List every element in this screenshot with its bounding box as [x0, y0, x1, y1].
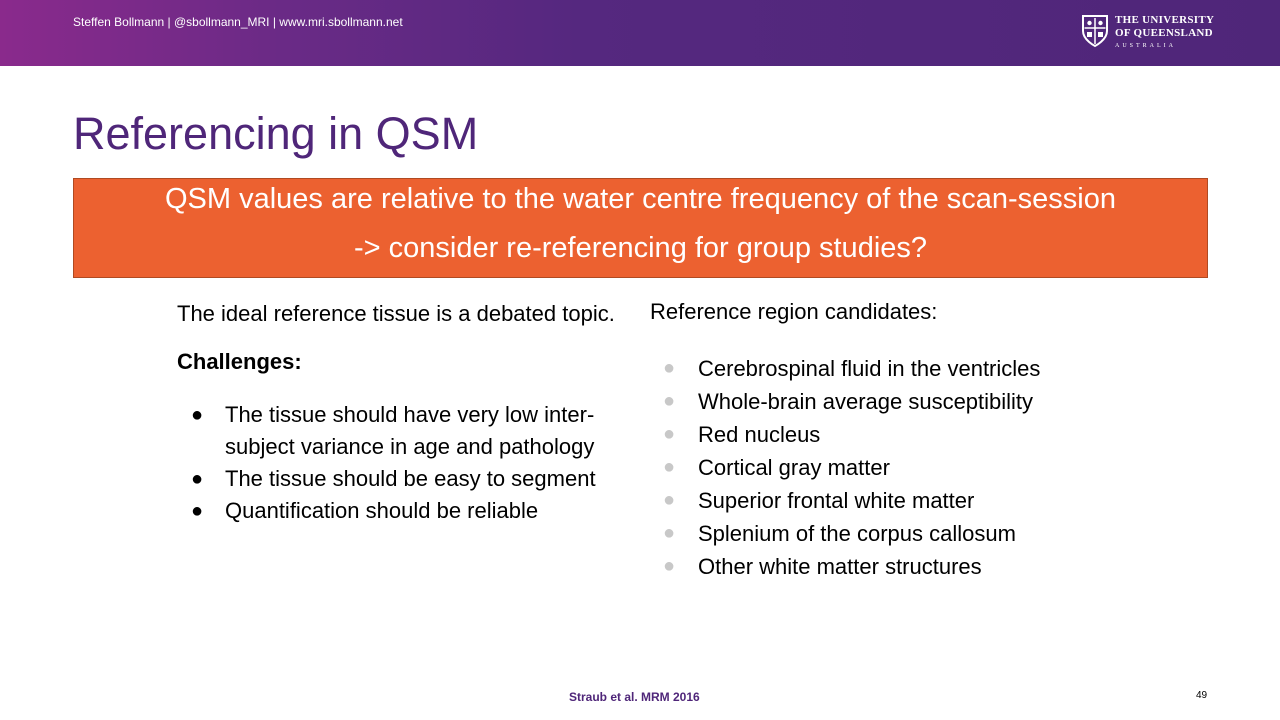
bullet-icon: ● [663, 522, 676, 544]
banner-line-1: QSM values are relative to the water cen… [164, 183, 1117, 215]
logo-line-2: OF QUEENSLAND [1115, 27, 1213, 39]
list-item: ● Whole-brain average susceptibility [650, 385, 1170, 418]
author-info: Steffen Bollmann | @sbollmann_MRI | www.… [73, 15, 403, 29]
logo-line-3: AUSTRALIA [1115, 43, 1176, 49]
banner-line-2: -> consider re-referencing for group stu… [353, 232, 928, 264]
bullet-icon: ● [191, 404, 204, 426]
challenge-text: The tissue should be easy to segment [225, 466, 596, 491]
list-item: ● Splenium of the corpus callosum [650, 517, 1170, 550]
candidate-text: Superior frontal white matter [698, 488, 975, 513]
list-item: ● Red nucleus [650, 418, 1170, 451]
candidate-text: Other white matter structures [698, 554, 982, 579]
candidates-heading: Reference region candidates: [650, 299, 938, 324]
slide-title: Referencing in QSM [73, 108, 479, 159]
bullet-icon: ● [663, 489, 676, 511]
list-item: ● Quantification should be reliable [177, 495, 617, 527]
left-column: The ideal reference tissue is a debated … [177, 299, 617, 527]
header-bar: Steffen Bollmann | @sbollmann_MRI | www.… [0, 0, 1280, 66]
challenges-heading: Challenges: [177, 349, 302, 374]
candidate-text: Red nucleus [698, 422, 821, 447]
list-item: ● Other white matter structures [650, 550, 1170, 583]
challenges-list: ● The tissue should have very low inter-s… [177, 399, 617, 527]
bullet-icon: ● [191, 500, 204, 522]
university-logo: THE UNIVERSITY OF QUEENSLAND AUSTRALIA [1081, 14, 1214, 51]
bullet-icon: ● [663, 555, 676, 577]
citation: Straub et al. MRM 2016 [569, 690, 700, 704]
list-item: ● Superior frontal white matter [650, 484, 1170, 517]
challenge-text: Quantification should be reliable [225, 498, 539, 523]
candidate-text: Cortical gray matter [698, 455, 890, 480]
bullet-icon: ● [191, 468, 204, 490]
list-item: ● The tissue should have very low inter-s… [177, 399, 617, 463]
crest-icon [1082, 15, 1108, 48]
bullet-icon: ● [663, 357, 676, 379]
candidate-text: Whole-brain average susceptibility [698, 389, 1034, 414]
candidate-text: Splenium of the corpus callosum [698, 521, 1016, 546]
candidates-list: ● Cerebrospinal fluid in the ventricles ●… [650, 352, 1170, 583]
page-number: 49 [1196, 690, 1208, 701]
bullet-icon: ● [663, 390, 676, 412]
bullet-icon: ● [663, 456, 676, 478]
list-item: ● Cerebrospinal fluid in the ventricles [650, 352, 1170, 385]
right-column: Reference region candidates: ● Cerebrospi… [650, 297, 1170, 583]
challenge-text: The tissue should have very low inter-su… [225, 402, 595, 459]
logo-line-1: THE UNIVERSITY [1115, 14, 1215, 26]
list-item: ● Cortical gray matter [650, 451, 1170, 484]
key-message-banner: QSM values are relative to the water cen… [73, 178, 1208, 278]
candidate-text: Cerebrospinal fluid in the ventricles [698, 356, 1041, 381]
list-item: ● The tissue should be easy to segment [177, 463, 617, 495]
bullet-icon: ● [663, 423, 676, 445]
intro-text: The ideal reference tissue is a debated … [177, 301, 615, 326]
